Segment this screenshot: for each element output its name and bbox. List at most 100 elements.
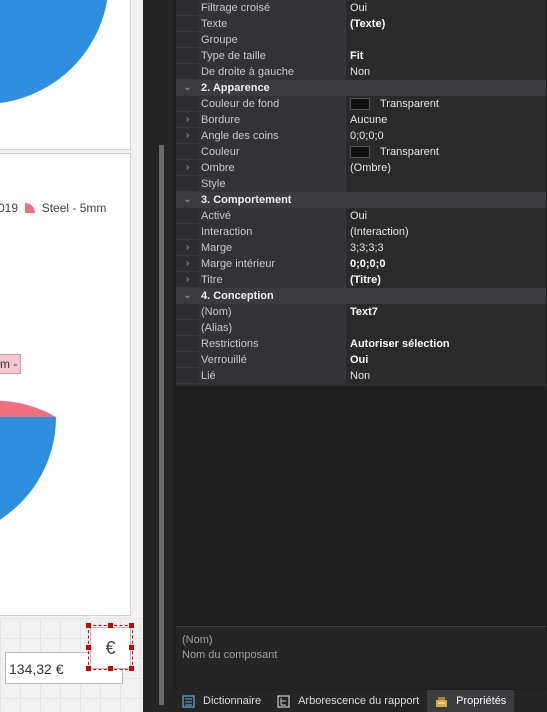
selection-outline (88, 625, 133, 670)
expand-chevron-icon[interactable]: › (185, 273, 190, 285)
property-row[interactable]: Texte (Texte) (176, 15, 546, 32)
legend-item-year: 019 (0, 201, 19, 215)
resize-handle-w[interactable] (86, 645, 91, 650)
property-row[interactable]: Groupe (176, 31, 546, 48)
tab-properties[interactable]: Propriétés (427, 690, 515, 712)
legend-item-steel: Steel - 5mm (41, 201, 107, 215)
property-name: Texte (199, 15, 346, 32)
property-value[interactable]: Oui (346, 0, 546, 16)
resize-handle-e[interactable] (129, 645, 134, 650)
report-design-canvas[interactable]: 019 Steel - 5mm m - 134,32 € € (0, 0, 143, 712)
property-value[interactable]: 3;3;3;3 (346, 239, 546, 256)
property-value[interactable]: Non (346, 367, 546, 384)
property-row[interactable]: › Marge intérieur 0;0;0;0 (176, 255, 546, 272)
expand-chevron-icon[interactable]: › (185, 257, 190, 269)
property-name: (Nom) (199, 303, 346, 320)
tab-report-tree[interactable]: Arborescence du rapport (269, 690, 427, 712)
property-value[interactable]: Autoriser sélection (346, 335, 546, 352)
property-value[interactable]: Aucune (346, 111, 546, 128)
property-value[interactable]: 0;0;0;0 (346, 255, 546, 272)
property-row[interactable]: Couleur de fond Transparent (176, 95, 546, 112)
property-name: Lié (199, 367, 346, 384)
property-category[interactable]: ⌄ 2. Apparence (176, 80, 546, 96)
property-row[interactable]: › Marge 3;3;3;3 (176, 239, 546, 256)
property-grid-empty-area (176, 386, 546, 626)
color-swatch-icon (350, 145, 370, 158)
property-row[interactable]: › Titre (Titre) (176, 271, 546, 288)
property-value[interactable]: (Interaction) (346, 223, 546, 240)
property-name: Groupe (199, 31, 346, 48)
property-row[interactable]: › Angle des coins 0;0;0;0 (176, 127, 546, 144)
property-value[interactable] (346, 319, 546, 336)
expand-chevron-icon[interactable]: › (185, 161, 190, 173)
description-title: (Nom) (182, 634, 213, 646)
property-row[interactable]: De droite à gauche Non (176, 63, 546, 80)
property-value[interactable]: Non (346, 63, 546, 80)
property-row[interactable]: › Bordure Aucune (176, 111, 546, 128)
pie-chart-panel[interactable] (0, 153, 131, 616)
expand-chevron-icon[interactable]: › (185, 113, 190, 125)
property-value[interactable]: (Titre) (346, 271, 546, 288)
property-value-text: Aucune (350, 113, 388, 126)
row-gutter (176, 64, 199, 80)
expand-chevron-icon[interactable]: › (185, 129, 190, 141)
property-value[interactable]: Oui (346, 351, 546, 368)
property-value-text: Transparent (380, 145, 439, 158)
property-name: Couleur (199, 143, 346, 160)
property-row[interactable]: Type de taille Fit (176, 47, 546, 64)
panel-splitter[interactable] (143, 0, 174, 712)
expand-chevron-icon[interactable]: › (185, 241, 190, 253)
property-value[interactable] (346, 175, 546, 192)
tab-dictionary[interactable]: Dictionnaire (174, 690, 269, 712)
property-row[interactable]: Restrictions Autoriser sélection (176, 335, 546, 352)
property-row[interactable]: Activé Oui (176, 207, 546, 224)
property-value[interactable]: Fit (346, 47, 546, 64)
resize-handle-s[interactable] (108, 666, 113, 671)
collapse-chevron-icon[interactable]: ⌄ (183, 289, 192, 301)
property-value-text: (Ombre) (350, 161, 391, 174)
collapse-chevron-icon[interactable]: ⌄ (183, 193, 192, 205)
property-value-text: Non (350, 369, 371, 382)
resize-handle-se[interactable] (129, 666, 134, 671)
property-value[interactable]: Transparent (346, 143, 546, 160)
property-value-text: Oui (350, 353, 369, 366)
property-row[interactable]: Interaction (Interaction) (176, 223, 546, 240)
property-value-text: (Texte) (350, 17, 386, 30)
property-value[interactable]: Text7 (346, 303, 546, 320)
property-name: Restrictions (199, 335, 346, 352)
property-value[interactable]: (Ombre) (346, 159, 546, 176)
property-row[interactable]: Verrouillé Oui (176, 351, 546, 368)
tab-label: Arborescence du rapport (298, 695, 420, 707)
resize-handle-nw[interactable] (86, 623, 91, 628)
property-row[interactable]: (Alias) (176, 319, 546, 336)
property-value[interactable]: Transparent (346, 95, 546, 112)
report-tree-icon (277, 694, 290, 708)
collapse-chevron-icon[interactable]: ⌄ (183, 81, 192, 93)
resize-handle-sw[interactable] (86, 666, 91, 671)
property-category[interactable]: ⌄ 4. Conception (176, 288, 546, 304)
resize-handle-n[interactable] (108, 623, 113, 628)
property-value[interactable]: Oui (346, 207, 546, 224)
property-row[interactable]: (Nom) Text7 (176, 303, 546, 320)
property-row[interactable]: Style (176, 175, 546, 192)
property-row[interactable]: Filtrage croisé Oui (176, 0, 546, 16)
property-row[interactable]: › Ombre (Ombre) (176, 159, 546, 176)
property-row[interactable]: Couleur Transparent (176, 143, 546, 160)
property-name: Verrouillé (199, 351, 346, 368)
property-value[interactable] (346, 31, 546, 48)
property-row[interactable]: Lié Non (176, 367, 546, 384)
pie-slice-blue-bottom (0, 417, 56, 520)
resize-handle-ne[interactable] (129, 623, 134, 628)
property-value[interactable]: (Texte) (346, 15, 546, 32)
property-value-text: (Interaction) (350, 225, 409, 238)
vertical-scrollbar[interactable] (159, 145, 164, 705)
property-value[interactable]: 0;0;0;0 (346, 127, 546, 144)
property-category[interactable]: ⌄ 3. Comportement (176, 192, 546, 208)
pie-chart-panel-top[interactable] (0, 0, 131, 150)
row-gutter (176, 336, 199, 352)
row-gutter (176, 0, 199, 16)
property-name: Filtrage croisé (199, 0, 346, 16)
property-description: (Nom) Nom du composant (176, 626, 546, 689)
properties-icon (435, 695, 448, 708)
property-grid: Filtrage croisé Oui Texte (Texte) Groupe Type… (176, 0, 546, 386)
